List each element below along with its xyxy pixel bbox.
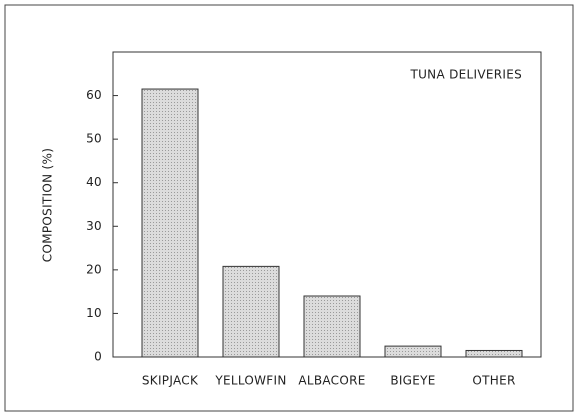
x-tick-label: OTHER <box>472 374 515 388</box>
y-tick-label: 60 <box>86 88 102 102</box>
bar <box>222 265 280 358</box>
bar <box>141 88 199 358</box>
y-tick-label: 10 <box>86 306 102 320</box>
outer-frame <box>4 4 574 412</box>
y-tick-label: 30 <box>86 219 102 233</box>
bar <box>303 295 361 358</box>
x-tick-label: ALBACORE <box>298 374 365 388</box>
chart-title: TUNA DELIVERIES <box>409 68 522 82</box>
y-tick-label: 20 <box>86 262 102 276</box>
x-tick-label: BIGEYE <box>390 374 435 388</box>
y-tick-label: 50 <box>86 132 102 146</box>
y-axis-label: COMPOSITION (%) <box>41 148 55 262</box>
y-tick-label: 0 <box>94 350 102 364</box>
bar <box>384 345 442 358</box>
bar <box>465 349 523 358</box>
x-tick-label: SKIPJACK <box>142 374 199 388</box>
x-tick-label: YELLOWFIN <box>214 374 286 388</box>
y-tick-label: 40 <box>86 175 102 189</box>
